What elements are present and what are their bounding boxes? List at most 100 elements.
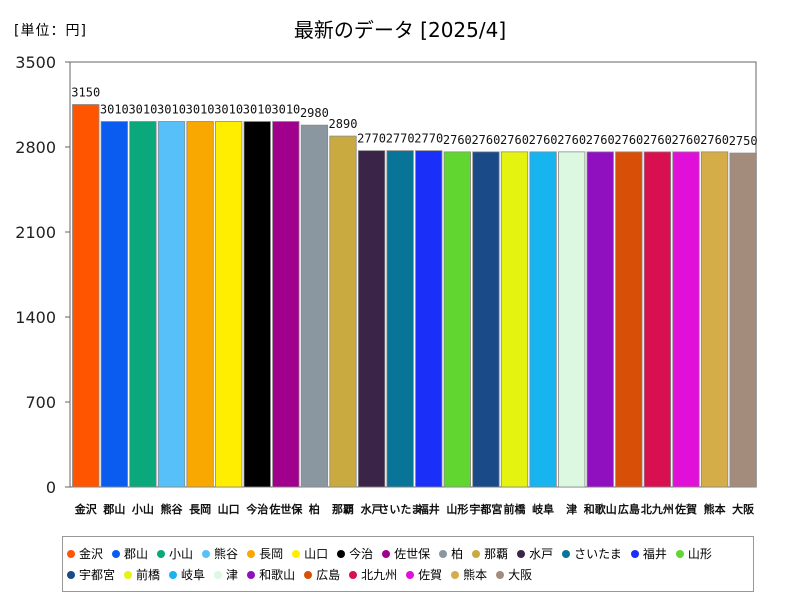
x-tick-label: 長岡 <box>189 503 211 516</box>
legend-item: 郡山 <box>112 543 148 564</box>
x-tick-label: 郡山 <box>102 502 125 516</box>
data-label: 3010 <box>214 103 243 117</box>
legend-swatch <box>112 549 121 558</box>
bar-郡山 <box>100 121 128 488</box>
bar-山口 <box>215 121 243 488</box>
data-label: 2760 <box>500 133 529 147</box>
bar-山形 <box>443 151 471 488</box>
legend-item: 水戸 <box>517 543 553 564</box>
x-tick-label: 佐賀 <box>674 502 697 516</box>
legend-swatch <box>472 549 481 558</box>
legend-item: 山口 <box>292 543 328 564</box>
legend-label: 山口 <box>304 547 329 561</box>
x-tick-label: 今治 <box>245 502 268 516</box>
x-axis: 金沢 郡山 小山 熊谷 長岡 山口 今治 佐世保柏那覇 水戸さいたま福井 山形 宇都宮 前橋 岐阜津和歌… <box>74 502 755 516</box>
data-label: 3010 <box>243 103 272 117</box>
legend-label: 郡山 <box>124 547 149 561</box>
data-label: 2980 <box>300 106 329 120</box>
legend-item: 岐阜 <box>169 564 205 585</box>
bar-水戸 <box>357 150 386 488</box>
legend-item: 熊谷 <box>202 543 238 564</box>
data-label: 3010 <box>100 103 129 117</box>
data-label: 3010 <box>157 103 186 117</box>
x-tick-label: 那覇 <box>332 503 354 516</box>
bar-熊谷 <box>157 121 186 488</box>
legend-item: 熊本 <box>451 564 487 585</box>
legend-swatch <box>202 549 211 558</box>
legend-item: 福井 <box>630 543 667 564</box>
legend-item: 大阪 <box>496 564 532 585</box>
data-label: 3150 <box>71 86 100 100</box>
bar-宇都宮 <box>472 151 500 488</box>
legend-item: 金沢 <box>67 543 103 564</box>
bar-那覇 <box>329 135 357 488</box>
legend-item: 長岡 <box>247 543 283 564</box>
legend-swatch <box>67 570 75 579</box>
bar-さいたま <box>386 150 414 488</box>
legend-item: 和歌山 <box>247 564 295 585</box>
bar-金沢 <box>72 104 100 488</box>
legend-label: 今治 <box>349 547 374 561</box>
bar-佐賀 <box>672 151 700 488</box>
legend-item: 宇都宮 <box>67 564 115 585</box>
data-label: 2760 <box>643 133 672 147</box>
x-tick-label: 熊本 <box>704 502 726 516</box>
x-tick-label: 福井 <box>417 502 440 516</box>
x-tick-label: 山形 <box>446 502 468 516</box>
legend-item: さいたま <box>562 543 622 564</box>
legend-swatch <box>337 549 346 558</box>
bar-熊本 <box>700 151 729 488</box>
legend-label: 柏 <box>451 547 464 561</box>
data-label: 2760 <box>700 133 729 147</box>
bar-長岡 <box>186 121 214 488</box>
legend-label: 前橋 <box>136 568 161 582</box>
legend-swatch <box>349 570 358 579</box>
unit-label: [単位：円] <box>14 23 87 39</box>
legend-item: 北九州 <box>349 564 397 585</box>
legend-item: 前橋 <box>124 564 160 585</box>
legend-swatch <box>247 570 256 579</box>
legend-item: 佐賀 <box>406 564 442 585</box>
data-label: 2760 <box>672 133 701 147</box>
legend-swatch <box>304 570 313 579</box>
legend-label: 熊本 <box>463 568 488 582</box>
legend-label: さいたま <box>574 547 622 561</box>
data-label: 2760 <box>443 133 472 147</box>
bar-福井 <box>415 150 443 488</box>
legend-label: 佐賀 <box>418 568 443 582</box>
x-tick-label: 和歌山 <box>584 502 617 516</box>
data-label: 2770 <box>386 132 415 146</box>
legend-item: 津 <box>214 564 238 585</box>
legend-label: 福井 <box>642 547 667 561</box>
y-tick-label: 2100 <box>15 223 56 242</box>
x-tick-label: 金沢 <box>74 502 98 516</box>
legend-item: 今治 <box>337 543 373 564</box>
data-label: 2760 <box>614 133 643 147</box>
bar-前橋 <box>500 151 529 488</box>
legend-swatch <box>67 549 75 558</box>
data-label: 2750 <box>729 134 758 148</box>
bar-小山 <box>129 121 157 488</box>
data-label: 2760 <box>471 133 500 147</box>
data-label: 3010 <box>186 103 215 117</box>
legend-swatch <box>496 570 505 579</box>
legend-swatch <box>675 549 684 558</box>
data-label: 2760 <box>529 133 558 147</box>
bar-津 <box>558 151 586 488</box>
legend-label: 宇都宮 <box>79 568 116 582</box>
bar-今治 <box>243 121 271 488</box>
bar-広島 <box>615 151 643 488</box>
x-tick-label: 小山 <box>131 502 154 516</box>
chart-title: 最新のデータ [2025/4] <box>293 18 507 42</box>
legend: 金沢 郡山 小山 熊谷 長岡 山口 今治 佐世保 柏 那覇 水戸 さいたま 福井 山形 宇都宮 前橋 岐阜 津 和歌… <box>62 536 754 592</box>
data-label: 3010 <box>271 103 300 117</box>
legend-label: 熊谷 <box>214 547 239 561</box>
y-tick-label: 2800 <box>15 138 56 157</box>
y-tick-label: 3500 <box>15 53 56 72</box>
legend-swatch <box>451 570 460 579</box>
data-label: 2890 <box>329 117 358 131</box>
legend-swatch <box>292 549 301 558</box>
legend-label: 那覇 <box>484 547 509 561</box>
